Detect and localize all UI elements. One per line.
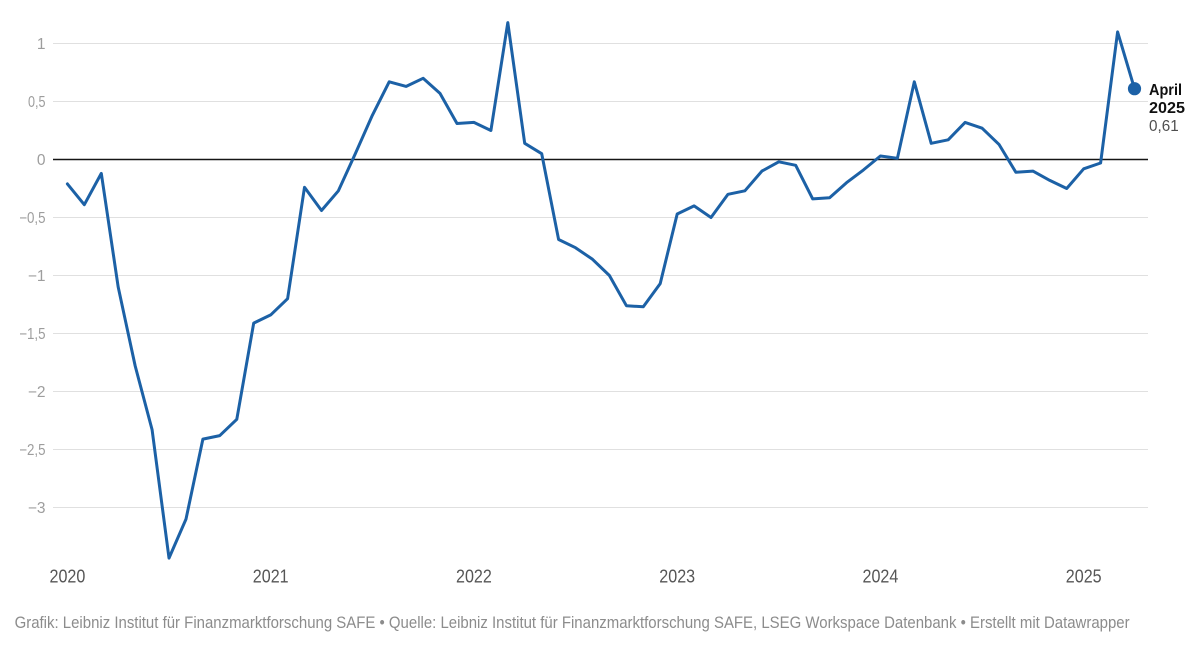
svg-text:1: 1 [37,36,46,53]
svg-text:2024: 2024 [863,566,899,587]
svg-text:−2,5: −2,5 [19,442,45,459]
svg-text:2022: 2022 [456,566,492,587]
svg-text:2025: 2025 [1149,100,1185,117]
svg-text:2020: 2020 [50,566,86,587]
svg-text:−1: −1 [28,268,46,285]
svg-text:2021: 2021 [253,566,289,587]
svg-text:2025: 2025 [1066,566,1102,587]
svg-text:−0,5: −0,5 [19,210,45,227]
svg-text:2023: 2023 [659,566,695,587]
svg-text:0: 0 [37,152,46,169]
svg-text:−1,5: −1,5 [19,326,45,343]
svg-text:0,5: 0,5 [28,94,46,111]
svg-text:0,61: 0,61 [1149,118,1179,135]
svg-text:−3: −3 [28,500,46,517]
svg-text:Grafik: Leibniz Institut für F: Grafik: Leibniz Institut für Finanzmarkt… [15,614,1130,632]
svg-text:−2: −2 [28,384,46,401]
svg-text:April: April [1149,82,1182,99]
